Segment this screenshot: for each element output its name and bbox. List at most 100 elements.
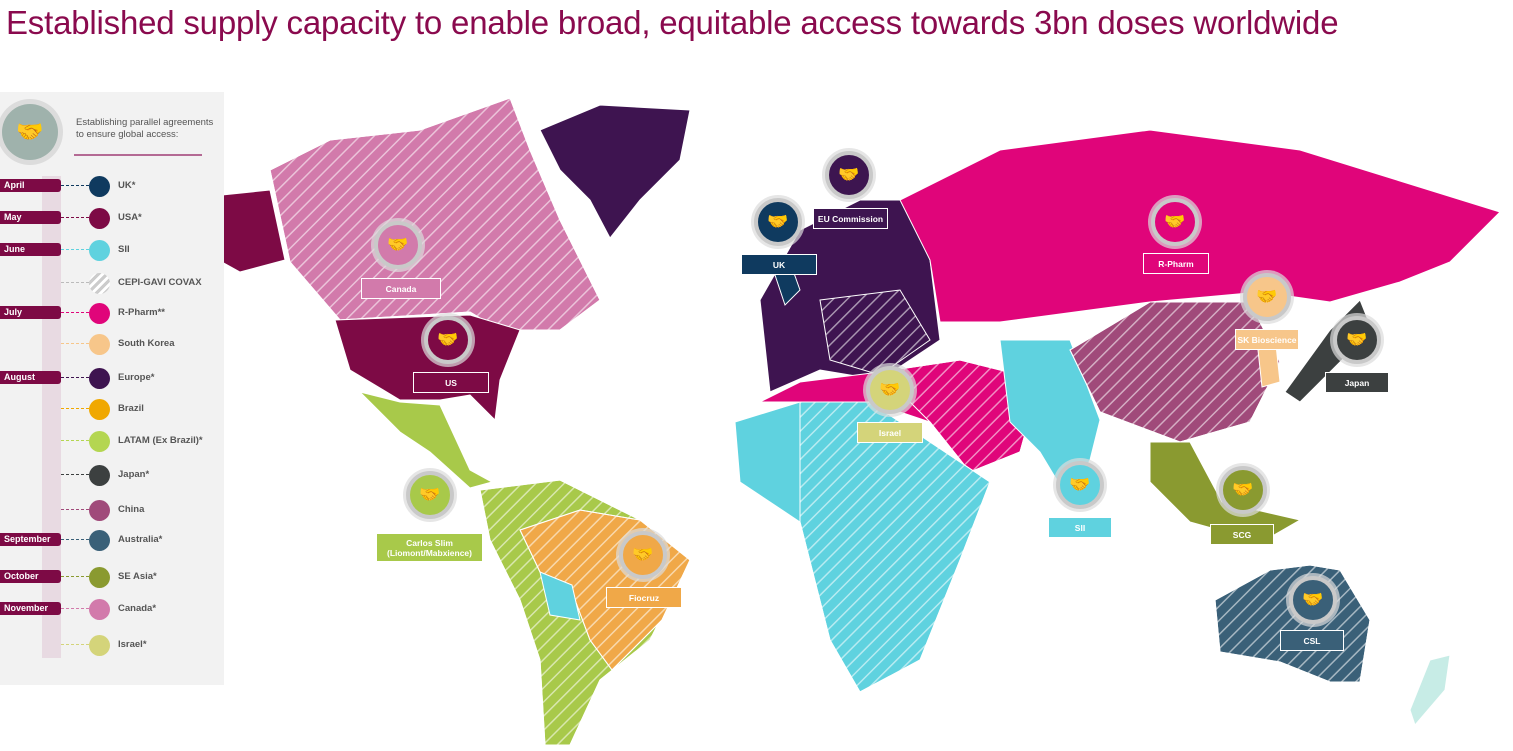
handshake-icon[interactable]: 🤝 <box>754 198 802 246</box>
legend-row: July R-Pharm** <box>0 303 224 324</box>
handshake-icon[interactable]: 🤝 <box>866 366 914 414</box>
legend-swatch <box>89 530 110 551</box>
handshake-icon[interactable]: 🤝 <box>406 471 454 519</box>
marker-label: Israel <box>857 422 923 443</box>
marker-label: Carlos Slim (Liomont/Mabxience) <box>376 533 483 562</box>
handshake-icon[interactable]: 🤝 <box>619 531 667 579</box>
legend-label: SE Asia* <box>118 571 157 582</box>
legend-row: September Australia* <box>0 530 224 551</box>
legend-intro: Establishing parallel agreements to ensu… <box>76 117 214 140</box>
month-tag: July <box>0 306 61 319</box>
region-usa <box>334 314 521 422</box>
handshake-icon[interactable]: 🤝 <box>1056 461 1104 509</box>
handshake-icon[interactable]: 🤝 <box>1219 466 1267 514</box>
connector <box>61 576 89 577</box>
month-tag: August <box>0 371 61 384</box>
legend-swatch <box>89 599 110 620</box>
connector <box>61 644 89 645</box>
legend-row: June SII <box>0 240 224 261</box>
legend-row: China <box>0 500 224 521</box>
connector <box>61 343 89 344</box>
legend-swatch <box>89 303 110 324</box>
month-tag: November <box>0 602 61 615</box>
legend-swatch <box>89 399 110 420</box>
region-se-asia <box>1149 441 1302 543</box>
legend-row: LATAM (Ex Brazil)* <box>0 431 224 452</box>
legend-row: August Europe* <box>0 368 224 389</box>
legend-swatch <box>89 176 110 197</box>
legend-swatch <box>89 334 110 355</box>
month-tag: September <box>0 533 61 546</box>
marker-label: R-Pharm <box>1143 253 1209 274</box>
connector <box>61 217 89 218</box>
legend-swatch <box>89 273 110 294</box>
legend-swatch <box>89 567 110 588</box>
handshake-icon[interactable]: 🤝 <box>374 221 422 269</box>
legend-row: Israel* <box>0 635 224 656</box>
legend-label: Canada* <box>118 603 157 614</box>
legend-label: Europe* <box>118 372 155 383</box>
marker-label: Fiocruz <box>606 587 682 608</box>
legend-row: South Korea <box>0 334 224 355</box>
legend-row: November Canada* <box>0 599 224 620</box>
page-title: Established supply capacity to enable br… <box>6 4 1339 41</box>
connector <box>61 282 89 283</box>
connector <box>61 185 89 186</box>
legend-swatch <box>89 368 110 389</box>
legend-label: Japan* <box>118 469 150 480</box>
legend-label: Brazil <box>118 403 144 414</box>
marker-label: UK <box>741 254 817 275</box>
region-mexico <box>358 391 494 489</box>
handshake-icon[interactable]: 🤝 <box>424 316 472 364</box>
legend-panel: 🤝 Establishing parallel agreements to en… <box>0 92 224 685</box>
legend-swatch <box>89 208 110 229</box>
legend-label: SII <box>118 244 130 255</box>
legend-swatch <box>89 635 110 656</box>
connector <box>61 608 89 609</box>
marker-label: EU Commission <box>813 208 888 229</box>
marker-label: SK Bioscience <box>1235 329 1299 350</box>
region-russia <box>899 129 1501 323</box>
connector <box>61 312 89 313</box>
legend-label: China <box>118 504 145 515</box>
region-korea <box>1257 344 1281 388</box>
month-tag: October <box>0 570 61 583</box>
handshake-icon[interactable]: 🤝 <box>1243 273 1291 321</box>
connector <box>61 539 89 540</box>
legend-row: October SE Asia* <box>0 567 224 588</box>
handshake-icon[interactable]: 🤝 <box>825 151 873 199</box>
legend-label: USA* <box>118 212 142 223</box>
legend-row: Brazil <box>0 399 224 420</box>
connector <box>61 377 89 378</box>
region-new-zealand <box>1409 654 1451 726</box>
marker-label: Japan <box>1325 372 1389 393</box>
month-tag: May <box>0 211 61 224</box>
legend-swatch <box>89 431 110 452</box>
marker-label: SCG <box>1210 524 1274 545</box>
legend-swatch <box>89 500 110 521</box>
legend-label: Israel* <box>118 639 147 650</box>
handshake-icon[interactable]: 🤝 <box>1289 576 1337 624</box>
marker-label: US <box>413 372 489 393</box>
marker-label: CSL <box>1280 630 1344 651</box>
legend-row: May USA* <box>0 208 224 229</box>
legend-swatch <box>89 465 110 486</box>
legend-label: UK* <box>118 180 136 191</box>
handshake-icon[interactable]: 🤝 <box>1151 198 1199 246</box>
region-greenland <box>539 104 691 239</box>
legend-label: CEPI-GAVI COVAX <box>118 277 202 288</box>
legend-row: April UK* <box>0 176 224 197</box>
legend-row: Japan* <box>0 465 224 486</box>
legend-label: LATAM (Ex Brazil)* <box>118 435 203 446</box>
legend-row: CEPI-GAVI COVAX <box>0 273 224 294</box>
month-tag: April <box>0 179 61 192</box>
legend-label: South Korea <box>118 338 175 349</box>
handshake-icon: 🤝 <box>2 104 58 160</box>
legend-label: Australia* <box>118 534 163 545</box>
connector <box>61 474 89 475</box>
handshake-icon[interactable]: 🤝 <box>1333 316 1381 364</box>
connector <box>61 509 89 510</box>
connector <box>61 408 89 409</box>
month-tag: June <box>0 243 61 256</box>
region-alaska <box>221 189 286 273</box>
